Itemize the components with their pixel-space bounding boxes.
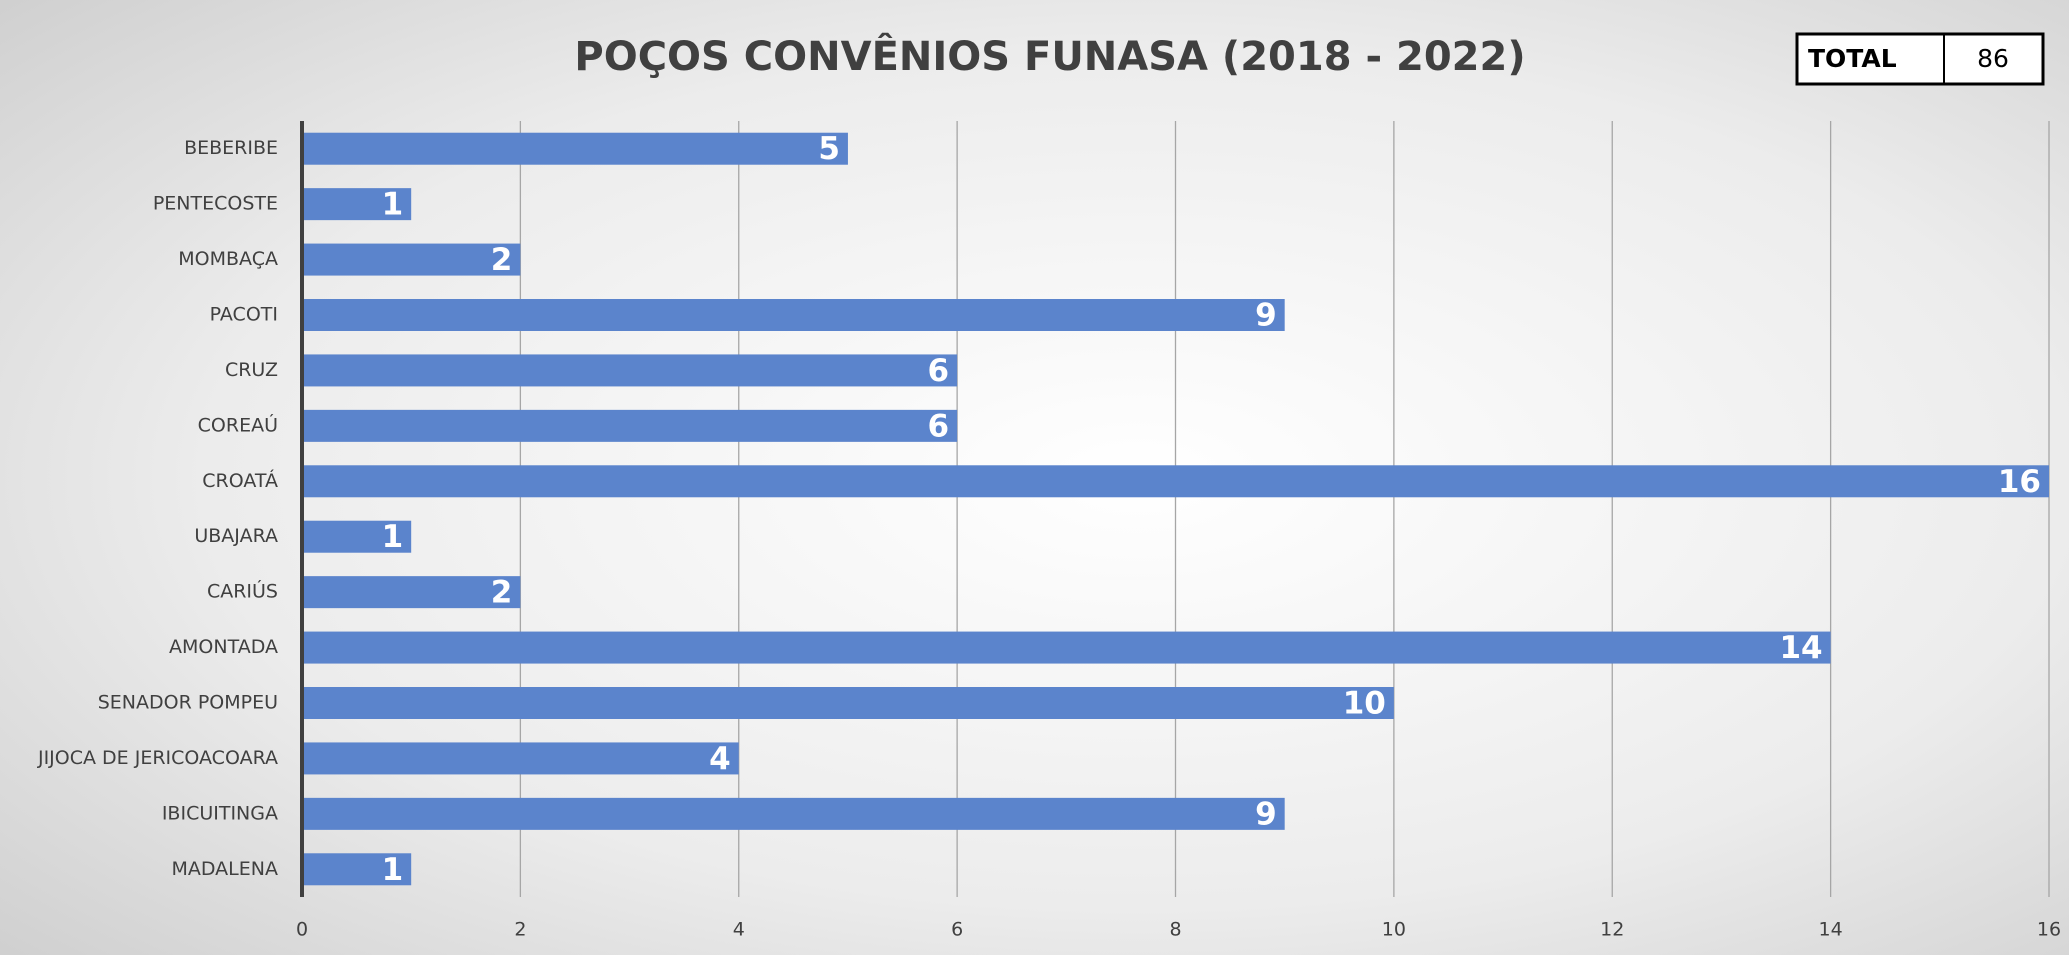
y-tick-label: MOMBAÇA	[178, 248, 278, 270]
data-label: 10	[1343, 686, 1386, 722]
bar	[302, 742, 739, 775]
x-tick-label: 8	[1169, 919, 1181, 941]
bar	[302, 354, 958, 387]
bar	[302, 243, 521, 276]
bar	[302, 188, 412, 221]
data-label: 6	[928, 353, 950, 389]
data-label: 6	[928, 408, 950, 444]
y-tick-label: AMONTADA	[169, 636, 278, 658]
y-tick-label: MADALENA	[172, 858, 279, 880]
y-tick-label: SENADOR POMPEU	[98, 692, 278, 714]
bar	[302, 409, 958, 442]
y-tick-label: BEBERIBE	[184, 137, 278, 159]
data-label: 2	[491, 575, 513, 611]
data-label: 2	[491, 242, 513, 278]
y-tick-label: PACOTI	[210, 304, 278, 326]
y-tick-label: JIJOCA DE JERICOACOARA	[37, 747, 278, 769]
data-label: 9	[1255, 298, 1277, 334]
y-tick-label: COREAÚ	[198, 412, 278, 436]
total-box	[1795, 32, 2045, 86]
y-tick-label: CRUZ	[225, 359, 278, 381]
bar	[302, 797, 1285, 830]
x-tick-label: 6	[951, 919, 963, 941]
bar	[302, 631, 1831, 664]
x-tick-label: 12	[1600, 919, 1624, 941]
bar	[302, 576, 521, 609]
data-label: 9	[1255, 796, 1277, 832]
data-label: 5	[818, 131, 840, 167]
data-label: 16	[1998, 464, 2041, 500]
x-tick-label: 2	[514, 919, 526, 941]
x-tick-label: 16	[2037, 919, 2061, 941]
x-tick-label: 4	[733, 919, 745, 941]
bar	[302, 132, 848, 165]
y-tick-label: PENTECOSTE	[153, 193, 278, 215]
data-label: 1	[382, 519, 404, 555]
data-label: 1	[382, 187, 404, 223]
bar	[302, 299, 1285, 331]
y-tick-label: CROATÁ	[202, 469, 278, 492]
data-label: 1	[382, 852, 404, 888]
bar	[302, 687, 1394, 719]
x-tick-label: 0	[296, 919, 308, 941]
total-value: 86	[1977, 44, 2009, 73]
bar	[302, 853, 412, 886]
data-label: 14	[1779, 630, 1822, 666]
y-tick-label: CARIÚS	[207, 579, 278, 603]
chart-title: POÇOS CONVÊNIOS FUNASA (2018 - 2022)	[574, 32, 1525, 80]
y-tick-label: IBICUITINGA	[162, 802, 278, 824]
y-tick-label: UBAJARA	[194, 525, 278, 547]
total-label: TOTAL	[1808, 44, 1897, 73]
data-label: 4	[709, 741, 731, 777]
bar	[302, 520, 412, 553]
x-tick-label: 10	[1382, 919, 1406, 941]
x-tick-label: 14	[1819, 919, 1843, 941]
bar	[302, 465, 2049, 498]
